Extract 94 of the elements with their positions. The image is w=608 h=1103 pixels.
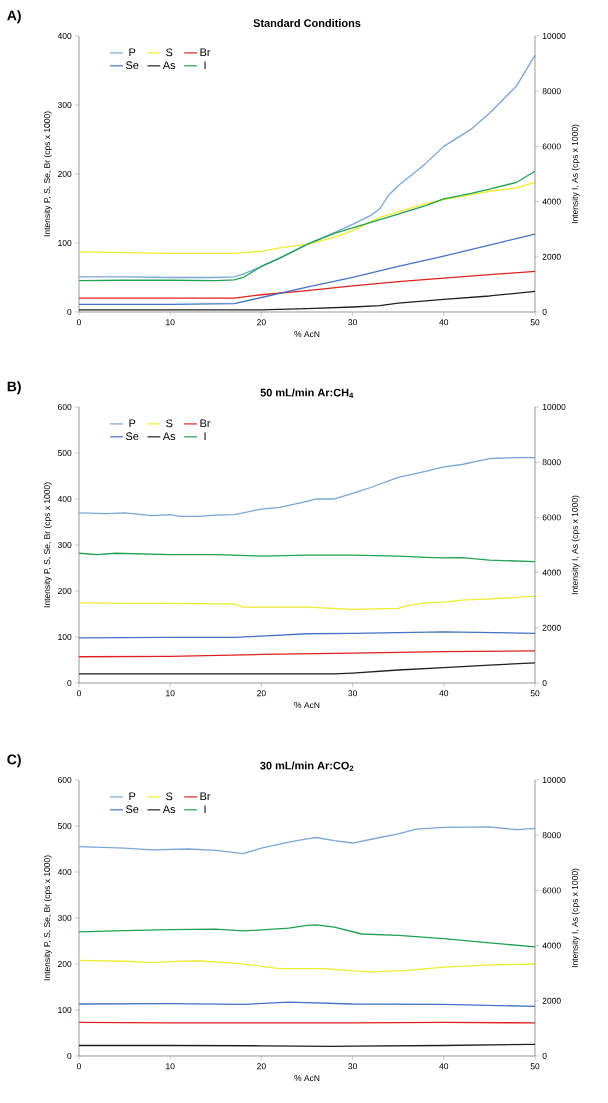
x-tick-label: 10	[166, 1063, 175, 1070]
line-series	[78, 924, 536, 948]
x-tick-label: 40	[439, 319, 449, 326]
y-tick-label: 600	[58, 777, 72, 783]
line-series	[78, 456, 536, 518]
x-tick-label: 50	[530, 1063, 540, 1070]
y2-tick-label: 8000	[542, 88, 561, 95]
legend-label: Br	[200, 792, 211, 801]
legend-label: Se	[125, 432, 139, 441]
y2-tick-label: 6000	[542, 514, 561, 521]
x-tick-label: 30	[348, 690, 357, 697]
y-tick-label: 300	[57, 102, 72, 108]
x-axis-title: % AcN	[294, 702, 320, 709]
y2-tick-label: 0	[542, 1053, 547, 1059]
y-tick-label: 0	[67, 1053, 72, 1059]
y2-tick-label: 2000	[542, 253, 561, 260]
legend-label: P	[129, 419, 136, 428]
y-axis-title: Intensity P, S, Se, Br (cps x 1000)	[43, 482, 52, 608]
legend-label: Se	[125, 805, 139, 814]
x-tick-label: 20	[257, 319, 266, 326]
line-series	[78, 552, 536, 563]
legend-label: S	[166, 419, 173, 428]
text: C)	[7, 754, 21, 768]
line-series	[78, 959, 536, 973]
y-tick-label: 500	[57, 450, 72, 456]
y2-tick-label: 8000	[542, 459, 561, 466]
y-tick-label: 200	[58, 961, 72, 967]
y-tick-label: 100	[58, 634, 72, 640]
legend-label: As	[162, 432, 176, 441]
y2-axis-title: Intensity I, As (cps x 1000)	[571, 868, 580, 968]
legend-label: P	[129, 792, 136, 801]
legend-label: As	[162, 805, 176, 814]
x-tick-label: 10	[166, 319, 175, 326]
y-tick-label: 100	[58, 1007, 72, 1013]
y-tick-label: 600	[58, 404, 72, 410]
y2-tick-label: 6000	[542, 143, 561, 150]
y-tick-label: 300	[57, 915, 72, 921]
x-tick-label: 30	[348, 1063, 357, 1070]
y-tick-label: 400	[57, 33, 72, 39]
y2-tick-label: 10000	[542, 777, 566, 783]
x-tick-label: 0	[76, 1063, 82, 1070]
chart-title: 50 mL/min Ar:CH$_{4}$	[260, 388, 354, 398]
x-tick-label: 50	[530, 319, 540, 326]
x-tick-label: 0	[76, 319, 82, 326]
x-axis-title: % AcN	[294, 1075, 320, 1082]
legend-label: As	[162, 61, 176, 70]
y-axis-title: Intensity P, S, Se, Br (cps x 1000)	[43, 855, 52, 981]
y2-tick-label: 2000	[542, 997, 561, 1004]
y2-axis-title: Intensity I, As (cps x 1000)	[571, 495, 580, 595]
text: B)	[7, 381, 21, 395]
y-tick-label: 500	[57, 823, 72, 829]
x-tick-label: 50	[530, 690, 540, 697]
legend-label: Br	[200, 48, 211, 57]
x-tick-label: 0	[76, 690, 82, 697]
y-tick-label: 200	[58, 171, 72, 177]
y2-tick-label: 4000	[542, 942, 561, 949]
y2-tick-label: 2000	[542, 624, 561, 631]
legend-label: I	[204, 432, 206, 440]
y-tick-label: 0	[67, 309, 72, 315]
y-tick-label: 300	[57, 542, 72, 548]
y2-tick-label: 4000	[542, 198, 561, 205]
y-tick-label: 400	[57, 496, 72, 502]
text: A)	[7, 10, 21, 24]
x-axis-title: % AcN	[294, 331, 320, 338]
x-tick-label: 40	[439, 1063, 449, 1070]
x-tick-label: 30	[348, 319, 357, 326]
y2-axis-title: Intensity I, As (cps x 1000)	[571, 124, 580, 224]
y2-tick-label: 6000	[542, 887, 561, 894]
y-axis-title: Intensity P, S, Se, Br (cps x 1000)	[43, 111, 52, 237]
line-series	[78, 233, 536, 306]
legend-label: Se	[125, 61, 139, 70]
legend-label: S	[166, 792, 173, 801]
y2-tick-label: 0	[542, 680, 547, 686]
y-tick-label: 400	[57, 869, 72, 875]
chart-title: 30 mL/min Ar:CO$_{2}$	[260, 761, 354, 771]
y2-tick-label: 4000	[542, 569, 561, 576]
y-tick-label: 200	[58, 588, 72, 594]
x-tick-label: 20	[257, 1063, 266, 1070]
chart-title: Standard Conditions	[253, 18, 361, 27]
legend-label: Br	[200, 419, 211, 428]
x-tick-label: 10	[166, 690, 175, 697]
legend-label: S	[166, 48, 173, 57]
y2-tick-label: 10000	[542, 404, 566, 410]
x-tick-label: 20	[257, 690, 266, 697]
x-tick-label: 40	[439, 690, 449, 697]
legend-label: I	[204, 61, 206, 69]
legend-label: P	[129, 48, 136, 57]
y2-tick-label: 10000	[542, 33, 566, 39]
y2-tick-label: 0	[542, 309, 547, 315]
y-tick-label: 0	[67, 680, 72, 686]
y2-tick-label: 8000	[542, 832, 561, 839]
y-tick-label: 100	[58, 240, 72, 246]
line-series	[78, 826, 536, 855]
legend-label: I	[204, 805, 206, 813]
